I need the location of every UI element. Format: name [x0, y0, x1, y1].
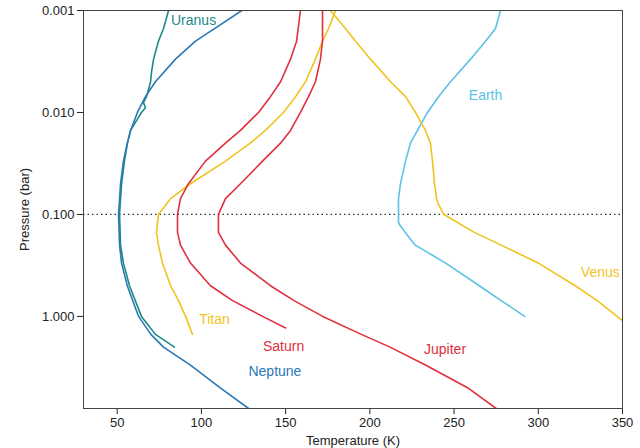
svg-text:Uranus: Uranus: [171, 12, 216, 28]
svg-text:Saturn: Saturn: [263, 338, 304, 354]
svg-text:Venus: Venus: [581, 264, 620, 280]
svg-text:Pressure (bar): Pressure (bar): [17, 168, 32, 251]
svg-text:150: 150: [275, 415, 297, 430]
svg-text:50: 50: [110, 415, 124, 430]
svg-text:0.001: 0.001: [42, 3, 75, 18]
svg-text:200: 200: [359, 415, 381, 430]
svg-text:100: 100: [191, 415, 213, 430]
svg-text:Temperature (K): Temperature (K): [306, 433, 400, 448]
svg-text:Titan: Titan: [199, 311, 230, 327]
svg-text:250: 250: [443, 415, 465, 430]
svg-text:350: 350: [612, 415, 634, 430]
svg-text:0.100: 0.100: [42, 207, 75, 222]
svg-text:Neptune: Neptune: [248, 363, 301, 379]
svg-text:1.000: 1.000: [42, 309, 75, 324]
svg-text:0.010: 0.010: [42, 105, 75, 120]
svg-text:Jupiter: Jupiter: [424, 341, 466, 357]
svg-text:300: 300: [527, 415, 549, 430]
svg-text:Earth: Earth: [469, 87, 502, 103]
